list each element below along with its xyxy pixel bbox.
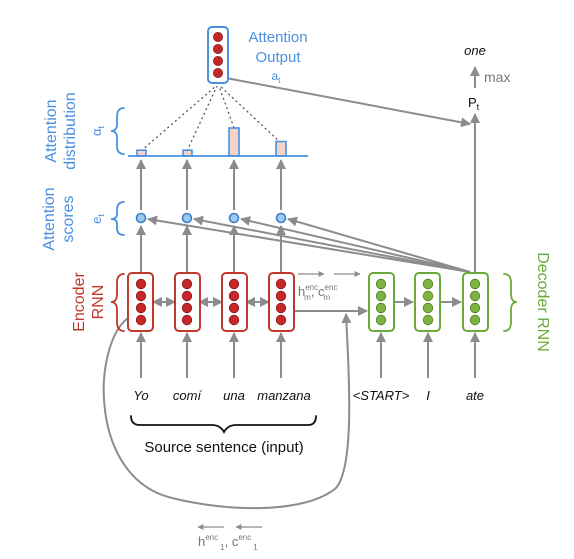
output-word: one [464, 43, 486, 58]
decoder-cell [462, 272, 489, 332]
score-node [275, 212, 287, 224]
first-encoder-state-label: henc1, cenc1 [198, 533, 258, 552]
attention-distribution-symbol: αt [89, 126, 106, 137]
side-labels: Attention distribution αt Attention scores… [41, 92, 551, 351]
source-brace [130, 415, 317, 434]
encoder-input-word: Yo [133, 388, 148, 403]
attention-bar [275, 140, 287, 157]
source-sentence-caption: Source sentence (input) [144, 439, 303, 456]
connectors [102, 66, 480, 530]
encoder-input-word: una [223, 388, 245, 403]
encoder-input-word: comí [173, 388, 203, 403]
encoder-rnn-label: Encoder RNN [71, 272, 107, 332]
decoder-cells [368, 272, 489, 332]
last-encoder-state-label: henc m, cenc m [298, 283, 337, 302]
scores-bracket [110, 201, 125, 236]
score-node [135, 212, 147, 224]
decoder-bracket [503, 273, 518, 332]
encoder-input-words: Yo comí una manzana [133, 388, 310, 403]
attention-bar [228, 127, 240, 157]
decoder-input-word: <START> [353, 388, 410, 403]
decoder-rnn-label: Decoder RNN [534, 252, 551, 352]
encoder-cell [127, 272, 154, 332]
decoder-input-words: <START> I ate [353, 388, 484, 403]
brackets [110, 107, 518, 434]
attention-output-symbol: at [272, 69, 282, 85]
score-node [181, 212, 193, 224]
encoder-cell [221, 272, 248, 332]
attention-scores-label: Attention scores [41, 187, 77, 250]
decoder-input-word: I [426, 388, 430, 403]
attention-distribution-label: Attention distribution [43, 92, 79, 169]
distribution-bracket [110, 107, 125, 155]
encoder-bracket [110, 273, 125, 332]
state-labels: henc m, cenc m henc1, cenc1 [198, 283, 337, 552]
decoder-cell [414, 272, 441, 332]
attention-output-label: Attention Output at [248, 29, 307, 85]
attention-output-vector [207, 26, 229, 84]
decoder-input-word: ate [466, 388, 484, 403]
decoder-cell [368, 272, 395, 332]
attention-output-title-2: Output [255, 49, 301, 66]
encoder-cell [174, 272, 201, 332]
encoder-cells [127, 272, 295, 332]
output-side: one max Pt [464, 43, 510, 112]
attention-distribution-bars [128, 127, 308, 157]
encoder-input-word: manzana [257, 388, 310, 403]
encoder-cell [268, 272, 295, 332]
attention-output-title-1: Attention [248, 29, 307, 46]
max-label: max [484, 69, 510, 85]
attention-score-nodes [135, 212, 287, 224]
p-t-label: Pt [468, 95, 480, 112]
score-node [228, 212, 240, 224]
attention-scores-symbol: et [89, 214, 106, 224]
